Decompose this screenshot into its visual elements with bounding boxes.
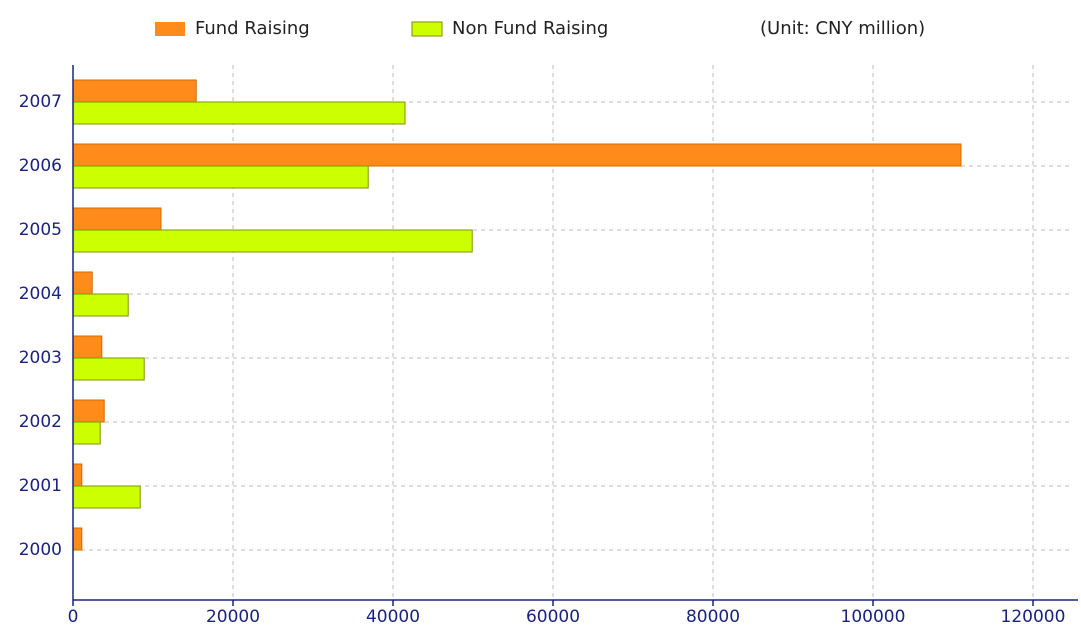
- y-tick-label: 2006: [19, 156, 62, 176]
- y-tick-label: 2005: [19, 220, 62, 240]
- y-tick-label: 2002: [19, 412, 62, 432]
- bar: [72, 143, 962, 167]
- x-tick-label: 20000: [206, 607, 260, 627]
- subtitle: (Unit: CNY million): [760, 18, 925, 39]
- bar: [72, 421, 101, 445]
- bar: [72, 335, 103, 359]
- y-tick-label: 2003: [19, 348, 62, 368]
- legend-swatch: [411, 21, 443, 37]
- x-tick-label: 0: [68, 607, 79, 627]
- legend-label: Fund Raising: [195, 18, 310, 39]
- bar: [72, 165, 369, 189]
- x-tick-label: 40000: [366, 607, 420, 627]
- y-tick-label: 2001: [19, 476, 62, 496]
- x-tick-label: 80000: [686, 607, 740, 627]
- y-tick-label: 2007: [19, 92, 62, 112]
- bar: [72, 485, 141, 509]
- x-tick-label: 60000: [526, 607, 580, 627]
- bar: [72, 229, 473, 253]
- y-tick-label: 2004: [19, 284, 62, 304]
- bar: [72, 271, 93, 295]
- bar: [72, 527, 83, 551]
- y-tick-label: 2000: [19, 540, 62, 560]
- bar: [72, 207, 162, 231]
- x-tick-label: 100000: [841, 607, 906, 627]
- bar: [72, 101, 406, 125]
- legend-swatch: [155, 22, 185, 36]
- x-tick-label: 120000: [1001, 607, 1066, 627]
- bar: [72, 357, 145, 381]
- bar: [72, 79, 197, 103]
- legend-label: Non Fund Raising: [452, 18, 608, 39]
- bar: [72, 463, 83, 487]
- bar: [72, 293, 129, 317]
- bar: [72, 399, 105, 423]
